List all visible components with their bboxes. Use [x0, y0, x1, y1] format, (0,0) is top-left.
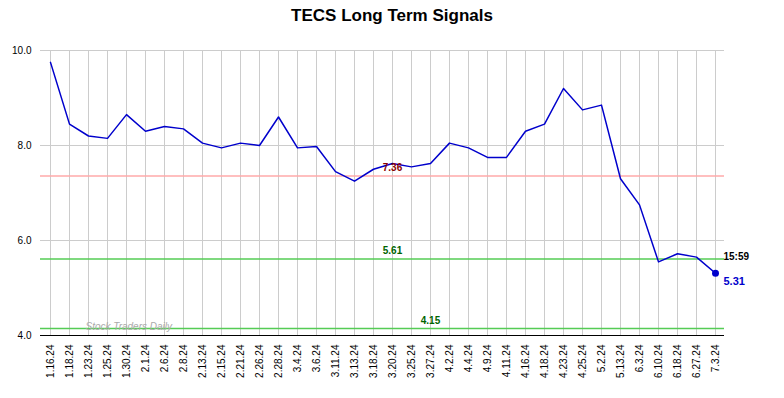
svg-text:3.18.24: 3.18.24	[368, 344, 379, 378]
svg-text:2.13.24: 2.13.24	[197, 344, 208, 378]
svg-text:3.20.24: 3.20.24	[387, 344, 398, 378]
svg-text:3.6.24: 3.6.24	[311, 344, 322, 372]
svg-text:4.4.24: 4.4.24	[463, 344, 474, 372]
svg-text:2.8.24: 2.8.24	[178, 344, 189, 372]
svg-text:3.25.24: 3.25.24	[406, 344, 417, 378]
svg-text:4.11.24: 4.11.24	[501, 344, 512, 377]
svg-text:1.18.24: 1.18.24	[64, 344, 75, 378]
svg-text:15:59: 15:59	[724, 251, 750, 262]
svg-text:8.0: 8.0	[18, 140, 32, 151]
svg-text:3.4.24: 3.4.24	[292, 344, 303, 372]
svg-text:2.15.24: 2.15.24	[216, 344, 227, 378]
svg-text:4.18.24: 4.18.24	[539, 344, 550, 378]
svg-text:5.61: 5.61	[383, 245, 403, 256]
svg-text:5.2.24: 5.2.24	[596, 344, 607, 372]
svg-text:4.16.24: 4.16.24	[520, 344, 531, 378]
svg-text:1.30.24: 1.30.24	[121, 344, 132, 378]
svg-text:5.13.24: 5.13.24	[615, 344, 626, 378]
svg-text:1.16.24: 1.16.24	[45, 344, 56, 378]
svg-text:4.25.24: 4.25.24	[577, 344, 588, 378]
svg-text:3.13.24: 3.13.24	[349, 344, 360, 378]
svg-text:Stock Traders Daily: Stock Traders Daily	[86, 321, 174, 332]
svg-text:2.26.24: 2.26.24	[254, 344, 265, 378]
svg-text:5.31: 5.31	[724, 275, 745, 287]
svg-text:2.6.24: 2.6.24	[159, 344, 170, 372]
svg-text:4.0: 4.0	[18, 330, 32, 341]
svg-text:4.23.24: 4.23.24	[558, 344, 569, 378]
svg-text:4.15: 4.15	[421, 315, 441, 326]
svg-text:2.1.24: 2.1.24	[140, 344, 151, 372]
html-text:TECS Long Term Signals: TECS Long Term Signals	[291, 6, 493, 25]
svg-text:6.10.24: 6.10.24	[653, 344, 664, 378]
svg-text:4.9.24: 4.9.24	[482, 344, 493, 372]
svg-text:4.2.24: 4.2.24	[444, 344, 455, 372]
svg-text:6.0: 6.0	[18, 235, 32, 246]
svg-text:7.36: 7.36	[383, 162, 403, 173]
svg-text:6.27.24: 6.27.24	[691, 344, 702, 378]
svg-text:6.3.24: 6.3.24	[634, 344, 645, 372]
svg-text:7.3.24: 7.3.24	[710, 344, 721, 372]
svg-text:2.28.24: 2.28.24	[273, 344, 284, 378]
svg-text:3.11.24: 3.11.24	[330, 344, 341, 377]
svg-text:10.0: 10.0	[12, 45, 32, 56]
svg-text:2.21.24: 2.21.24	[235, 344, 246, 378]
svg-text:1.25.24: 1.25.24	[102, 344, 113, 378]
svg-text:6.18.24: 6.18.24	[672, 344, 683, 378]
svg-text:3.27.24: 3.27.24	[425, 344, 436, 378]
svg-text:1.23.24: 1.23.24	[83, 344, 94, 378]
